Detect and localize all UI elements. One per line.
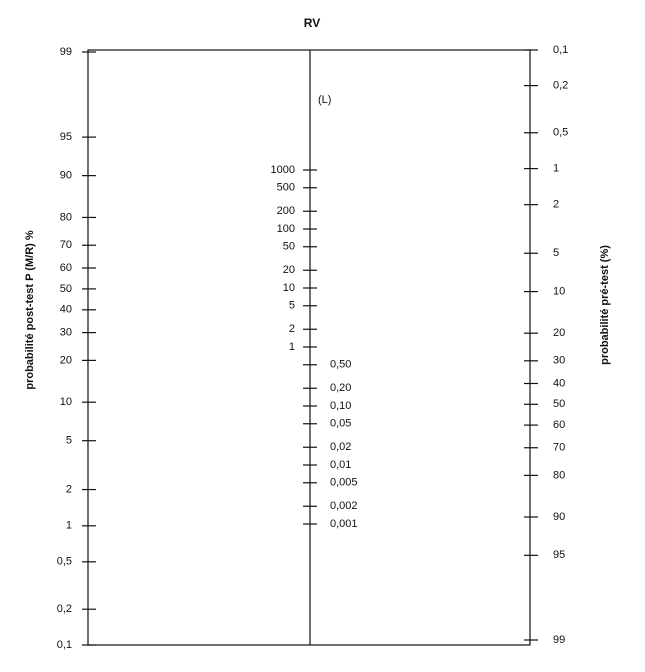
- lr-tick-label: 0,002: [330, 500, 358, 512]
- annotation: (L): [318, 94, 331, 106]
- y-tick-label: 70: [60, 239, 72, 251]
- y-tick-label: 10: [60, 396, 72, 408]
- y-tick-label: 40: [60, 304, 72, 316]
- lr-tick-label: 0,10: [330, 400, 351, 412]
- y-tick-label: 50: [60, 283, 72, 295]
- y2-tick-label: 90: [553, 511, 565, 523]
- y-tick-label: 2: [66, 483, 72, 495]
- lr-tick-label: 0,20: [330, 382, 351, 394]
- lr-tick-label: 1000: [271, 164, 295, 176]
- lr-tick-label: 5: [289, 300, 295, 312]
- lr-tick-label: 500: [277, 182, 295, 194]
- y-tick-label: 0,5: [57, 556, 72, 568]
- lr-tick-label: 0,02: [330, 441, 351, 453]
- y2-tick-label: 0,2: [553, 80, 568, 92]
- title: RV: [304, 16, 320, 30]
- lr-tick-label: 50: [283, 241, 295, 253]
- y2-tick-label: 40: [553, 377, 565, 389]
- y2-tick-label: 99: [553, 634, 565, 646]
- y2-tick-label: 0,5: [553, 127, 568, 139]
- y2-tick-label: 80: [553, 469, 565, 481]
- y-tick-label: 95: [60, 131, 72, 143]
- lr-tick-label: 20: [283, 264, 295, 276]
- y2-axis-label: probabilité pré-test (%): [599, 245, 611, 365]
- lr-tick-label: 0,005: [330, 477, 358, 489]
- y-tick-label: 0,2: [57, 603, 72, 615]
- y2-tick-label: 50: [553, 398, 565, 410]
- y2-tick-label: 95: [553, 549, 565, 561]
- y2-tick-label: 1: [553, 162, 559, 174]
- y-tick-label: 5: [66, 435, 72, 447]
- lr-tick-label: 0,50: [330, 359, 351, 371]
- frame: [87, 49, 531, 646]
- y2-tick-label: 20: [553, 327, 565, 339]
- y-tick-label: 60: [60, 262, 72, 274]
- y-axis-label: probabilité post-test P (M/R) %: [24, 230, 36, 390]
- y2-tick-label: 70: [553, 442, 565, 454]
- y-tick-label: 99: [60, 46, 72, 58]
- y-tick-label: 30: [60, 326, 72, 338]
- y-tick-label: 0,1: [57, 639, 72, 651]
- lr-tick-label: 0,001: [330, 518, 358, 530]
- lr-tick-label: 0,05: [330, 418, 351, 430]
- lr-tick-label: 2: [289, 323, 295, 335]
- lr-tick-label: 10: [283, 282, 295, 294]
- lr-tick-label: 0,01: [330, 459, 351, 471]
- lr-tick-label: 200: [277, 205, 295, 217]
- lr-tick-label: 1: [289, 341, 295, 353]
- y-tick-label: 80: [60, 211, 72, 223]
- lr-tick-label: 100: [277, 223, 295, 235]
- y2-tick-label: 0,1: [553, 44, 568, 56]
- y-tick-label: 20: [60, 354, 72, 366]
- y-tick-label: 90: [60, 170, 72, 182]
- y2-tick-label: 30: [553, 355, 565, 367]
- y2-tick-label: 10: [553, 285, 565, 297]
- y-tick-label: 1: [66, 520, 72, 532]
- y2-tick-label: 60: [553, 419, 565, 431]
- y2-tick-label: 5: [553, 247, 559, 259]
- y2-tick-label: 2: [553, 199, 559, 211]
